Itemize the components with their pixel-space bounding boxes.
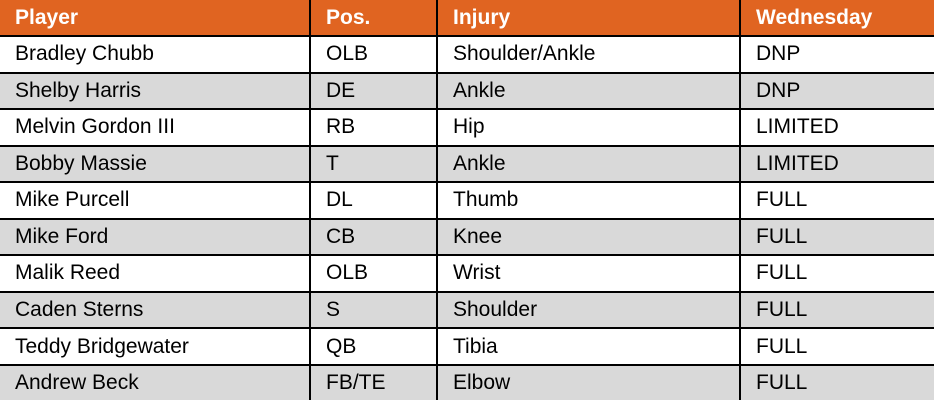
player-cell: Melvin Gordon III: [0, 108, 311, 147]
player-cell: Mike Ford: [0, 217, 311, 257]
player-cell: Teddy Bridgewater: [0, 327, 311, 366]
injury-cell: Hip: [436, 108, 741, 147]
position-cell: CB: [309, 217, 438, 257]
table-row: Andrew Beck FB/TE Elbow FULL: [0, 363, 934, 400]
injury-cell: Tibia: [436, 327, 741, 366]
status-cell: FULL: [739, 254, 934, 293]
table-row: Bradley Chubb OLB Shoulder/Ankle DNP: [0, 35, 934, 74]
position-cell: OLB: [309, 254, 438, 293]
injury-cell: Knee: [436, 217, 741, 257]
injury-cell: Shoulder/Ankle: [436, 35, 741, 74]
injury-cell: Wrist: [436, 254, 741, 293]
position-cell: QB: [309, 327, 438, 366]
table-row: Teddy Bridgewater QB Tibia FULL: [0, 327, 934, 366]
header-wednesday: Wednesday: [739, 0, 934, 37]
status-cell: FULL: [739, 217, 934, 257]
status-cell: LIMITED: [739, 108, 934, 147]
table-row: Mike Ford CB Knee FULL: [0, 217, 934, 257]
injury-cell: Elbow: [436, 363, 741, 400]
position-cell: S: [309, 290, 438, 330]
player-cell: Caden Sterns: [0, 290, 311, 330]
position-cell: RB: [309, 108, 438, 147]
injury-cell: Ankle: [436, 71, 741, 111]
table-row: Malik Reed OLB Wrist FULL: [0, 254, 934, 293]
table-row: Caden Sterns S Shoulder FULL: [0, 290, 934, 330]
header-injury: Injury: [436, 0, 741, 37]
header-position: Pos.: [309, 0, 438, 37]
status-cell: DNP: [739, 71, 934, 111]
header-player: Player: [0, 0, 311, 37]
position-cell: T: [309, 144, 438, 184]
status-cell: FULL: [739, 181, 934, 220]
player-cell: Andrew Beck: [0, 363, 311, 400]
status-cell: FULL: [739, 363, 934, 400]
player-cell: Bradley Chubb: [0, 35, 311, 74]
status-cell: FULL: [739, 290, 934, 330]
table-row: Bobby Massie T Ankle LIMITED: [0, 144, 934, 184]
position-cell: DE: [309, 71, 438, 111]
injury-cell: Shoulder: [436, 290, 741, 330]
injury-cell: Ankle: [436, 144, 741, 184]
position-cell: DL: [309, 181, 438, 220]
position-cell: FB/TE: [309, 363, 438, 400]
status-cell: LIMITED: [739, 144, 934, 184]
table-row: Mike Purcell DL Thumb FULL: [0, 181, 934, 220]
position-cell: OLB: [309, 35, 438, 74]
player-cell: Shelby Harris: [0, 71, 311, 111]
table-row: Shelby Harris DE Ankle DNP: [0, 71, 934, 111]
player-cell: Bobby Massie: [0, 144, 311, 184]
table-row: Melvin Gordon III RB Hip LIMITED: [0, 108, 934, 147]
status-cell: FULL: [739, 327, 934, 366]
player-cell: Mike Purcell: [0, 181, 311, 220]
header-row: Player Pos. Injury Wednesday: [0, 0, 934, 37]
status-cell: DNP: [739, 35, 934, 74]
injury-cell: Thumb: [436, 181, 741, 220]
player-cell: Malik Reed: [0, 254, 311, 293]
